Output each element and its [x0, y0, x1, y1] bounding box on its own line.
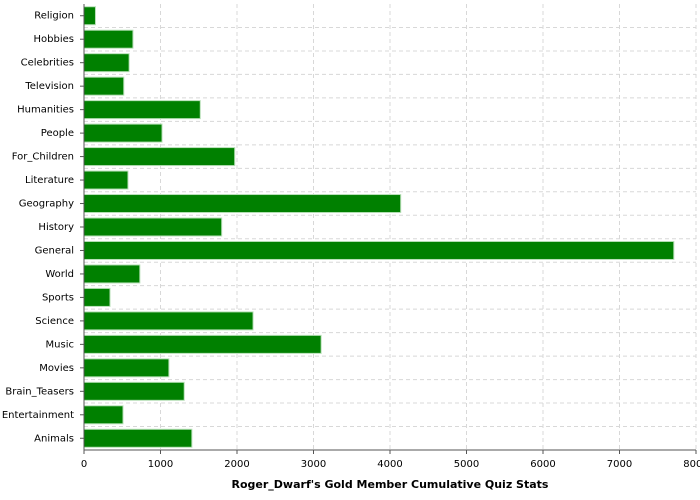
bar — [83, 217, 223, 237]
bar — [83, 287, 111, 307]
x-tick-label: 5000 — [454, 459, 479, 470]
y-tick-label: Geography — [19, 199, 74, 210]
bar — [83, 240, 675, 260]
y-tick-label: For_Children — [12, 152, 74, 163]
x-tick-label: 2000 — [224, 459, 249, 470]
x-tick-label: 7000 — [607, 459, 632, 470]
chart-title: Roger_Dwarf's Gold Member Cumulative Qui… — [232, 478, 549, 491]
bar — [83, 311, 254, 331]
bar — [83, 53, 130, 73]
bar — [83, 405, 124, 425]
bar — [83, 381, 185, 401]
bar — [83, 29, 134, 49]
bar — [83, 123, 163, 143]
bar — [83, 334, 322, 354]
x-tick-label: 8000 — [683, 459, 700, 470]
bar — [83, 6, 96, 26]
y-tick-label: Religion — [34, 11, 74, 22]
y-tick-label: World — [45, 269, 74, 280]
y-tick-label: Science — [35, 316, 74, 327]
bar — [83, 194, 402, 214]
bar — [83, 358, 170, 378]
x-tick-label: 6000 — [530, 459, 555, 470]
y-tick-label: Entertainment — [2, 410, 74, 421]
bar — [83, 428, 193, 448]
bar — [83, 147, 236, 167]
y-tick-label: Celebrities — [21, 58, 74, 69]
bar — [83, 264, 141, 284]
y-tick-label: Literature — [25, 175, 74, 186]
y-tick-label: Hobbies — [34, 34, 74, 45]
x-tick-label: 4000 — [377, 459, 402, 470]
y-tick-label: People — [41, 128, 74, 139]
bar — [83, 76, 125, 96]
y-tick-label: General — [35, 245, 74, 256]
x-tick-label: 3000 — [301, 459, 326, 470]
y-tick-label: Music — [46, 339, 74, 350]
y-tick-label: Brain_Teasers — [5, 386, 74, 397]
x-tick-label: 1000 — [148, 459, 173, 470]
y-tick-label: Movies — [39, 363, 74, 374]
bar — [83, 100, 201, 120]
bar — [83, 170, 129, 190]
y-tick-label: Animals — [34, 433, 74, 444]
y-tick-label: Humanities — [17, 105, 74, 116]
y-tick-label: Sports — [42, 292, 74, 303]
y-tick-label: Television — [24, 81, 74, 92]
y-tick-label: History — [38, 222, 74, 233]
x-tick-label: 0 — [81, 459, 87, 470]
